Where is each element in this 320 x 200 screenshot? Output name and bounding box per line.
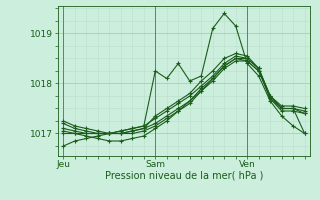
X-axis label: Pression niveau de la mer( hPa ): Pression niveau de la mer( hPa ) (105, 171, 263, 181)
